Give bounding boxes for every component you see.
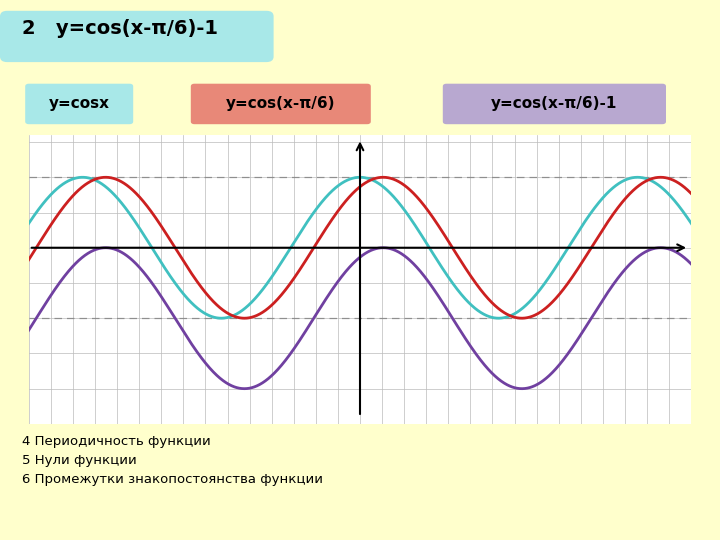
Text: 2   y=cos(x-π/6)-1: 2 y=cos(x-π/6)-1	[22, 19, 217, 38]
Text: 4 Периодичность функции
5 Нули функции
6 Промежутки знакопостоянства функции: 4 Периодичность функции 5 Нули функции 6…	[22, 435, 323, 485]
Text: y=cosx: y=cosx	[49, 96, 109, 111]
FancyBboxPatch shape	[25, 84, 133, 124]
Text: y=cos(x-π/6)-1: y=cos(x-π/6)-1	[491, 96, 618, 111]
FancyBboxPatch shape	[191, 84, 371, 124]
FancyBboxPatch shape	[0, 11, 274, 62]
Text: y=cos(x-π/6): y=cos(x-π/6)	[226, 96, 336, 111]
FancyBboxPatch shape	[443, 84, 666, 124]
